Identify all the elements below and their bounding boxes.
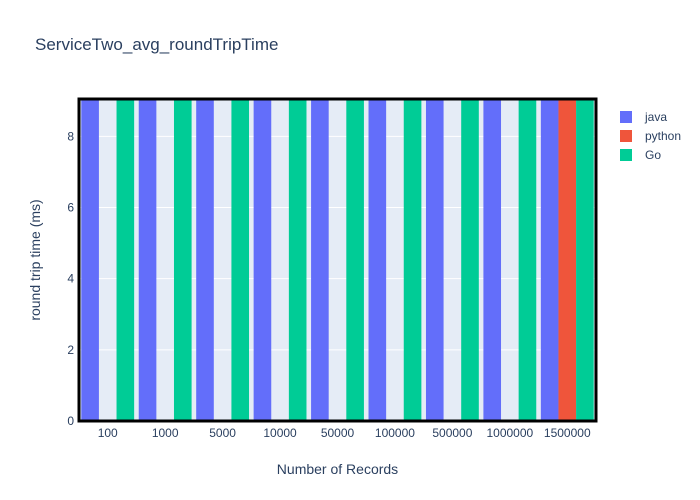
x-tick-label: 100000 [375,426,415,440]
bar-java-1000000 [483,99,502,421]
x-tick-label: 100 [98,426,118,440]
bar-java-500000 [425,99,444,421]
legend-label: Go [645,147,662,162]
bar-java-50000 [311,99,329,421]
y-axis-ticks: 0 2 4 6 8 [67,129,74,428]
legend-item-go[interactable]: Go [620,145,681,164]
y-tick-label: 6 [67,201,74,215]
bar-go-10000 [288,99,307,421]
legend: java python Go [620,107,681,164]
y-axis-label: round trip time (ms) [27,199,43,320]
bar-java-10000 [253,99,272,421]
chart-title: ServiceTwo_avg_roundTripTime [35,35,279,54]
x-tick-label: 1500000 [544,426,591,440]
x-tick-label: 10000 [263,426,297,440]
legend-swatch [620,148,632,161]
bar-java-1500000 [540,99,559,421]
bar-java-100 [81,99,99,421]
y-tick-label: 0 [67,414,74,428]
x-tick-label: 1000 [152,426,179,440]
bars [81,99,594,421]
y-tick-label: 4 [67,272,74,286]
x-tick-label: 1000000 [486,426,533,440]
legend-label: java [645,109,668,124]
legend-swatch [620,129,632,142]
y-tick-label: 8 [67,129,74,143]
legend-item-python[interactable]: python [620,126,681,145]
bar-go-100 [116,99,135,421]
plot-frame [77,97,598,423]
legend-swatch [620,110,632,123]
x-axis-label: Number of Records [277,461,398,477]
bar-go-1000000 [518,99,537,421]
bar-go-500000 [461,99,479,421]
bar-go-1000 [173,99,192,421]
bar-go-5000 [231,99,250,421]
legend-item-java[interactable]: java [620,107,681,126]
grid-lines [79,135,596,351]
bar-java-1000 [138,99,157,421]
bar-go-1500000 [576,99,594,421]
x-tick-label: 500000 [432,426,472,440]
bar-go-50000 [346,99,364,421]
x-axis-ticks: 100 1000 5000 10000 50000 100000 500000 1000000… [98,426,591,440]
bar-python-1500000 [558,99,577,421]
y-tick-label: 2 [67,343,74,357]
bar-java-100000 [368,99,387,421]
plot-background [79,99,596,421]
bar-java-5000 [196,99,214,421]
x-tick-label: 5000 [209,426,236,440]
bar-go-100000 [403,99,422,421]
x-tick-label: 50000 [321,426,355,440]
legend-label: python [645,128,682,143]
